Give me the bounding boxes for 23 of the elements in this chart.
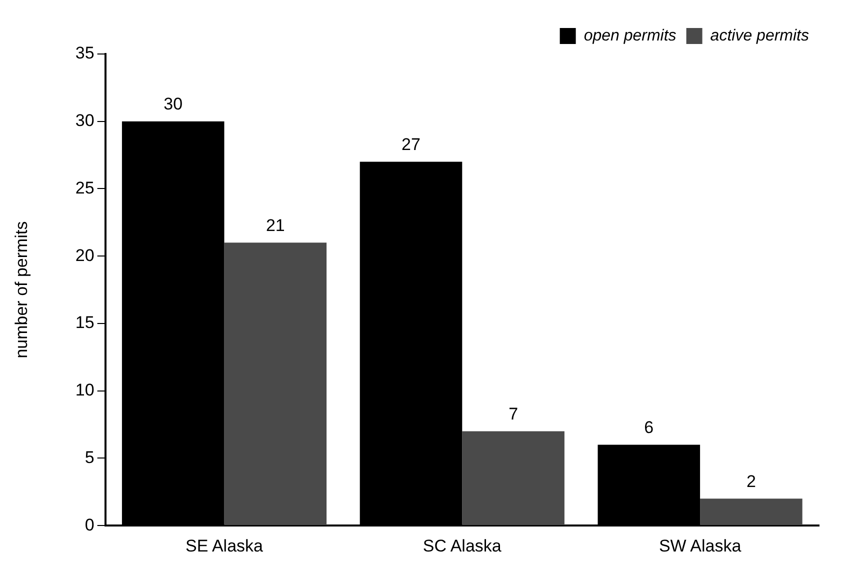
data-label: 30 <box>164 94 183 114</box>
bar <box>700 498 802 526</box>
y-tick-label: 0 <box>84 515 94 534</box>
x-tick-label: SW Alaska <box>658 536 742 556</box>
x-tick-label: SE Alaska <box>186 536 264 556</box>
y-tick-label: 5 <box>84 448 94 467</box>
data-label: 6 <box>644 418 654 437</box>
y-tick-label: 30 <box>75 111 94 130</box>
bar <box>462 431 564 526</box>
y-tick-label: 25 <box>75 178 94 198</box>
bar <box>224 242 327 526</box>
y-tick-label: 35 <box>75 44 94 63</box>
data-label: 7 <box>508 404 518 424</box>
y-tick-label: 10 <box>75 380 94 400</box>
y-tick-label: 15 <box>75 313 94 332</box>
data-label: 27 <box>402 134 420 154</box>
x-tick-label: SC Alaska <box>422 536 502 556</box>
data-label: 21 <box>266 216 285 235</box>
y-tick-label: 20 <box>75 246 94 265</box>
legend-label: open permits <box>584 27 676 44</box>
y-axis-title: number of permits <box>12 221 31 358</box>
legend-label: active permits <box>710 27 810 44</box>
data-label: 2 <box>746 472 756 491</box>
